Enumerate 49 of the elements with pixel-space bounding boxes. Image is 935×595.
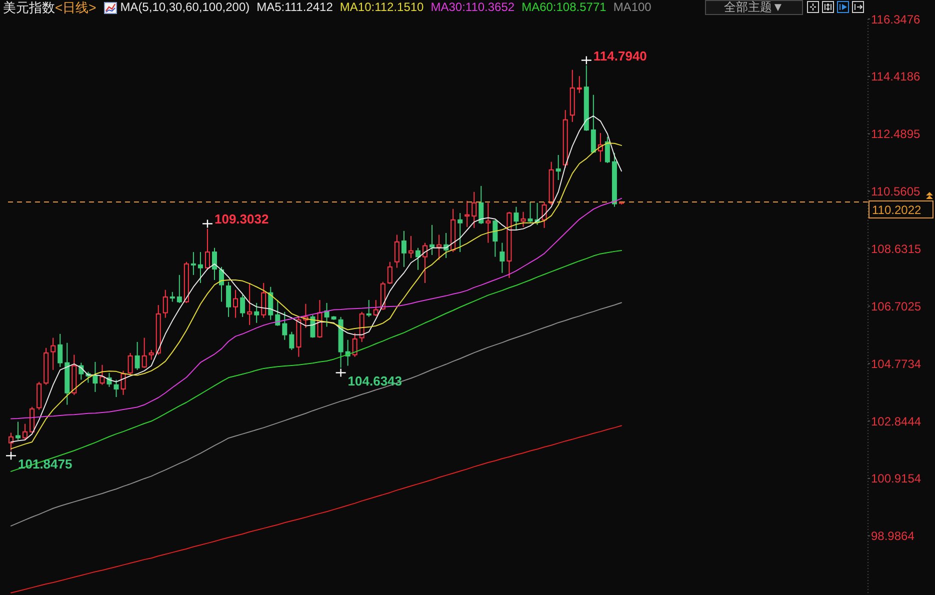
y-tick-label: 112.4895	[871, 127, 920, 142]
candlestick	[190, 252, 196, 276]
candlestick	[556, 154, 561, 180]
candlestick	[64, 342, 70, 406]
candlestick	[570, 69, 575, 122]
y-tick-label: 108.6315	[871, 242, 922, 256]
candlestick	[394, 234, 400, 268]
y-tick-label: 98.9864	[871, 529, 915, 544]
text: 全部主题▼	[705, 0, 803, 15]
ref-line-label: 110.2022	[872, 202, 922, 217]
candlestick	[436, 234, 442, 260]
candlestick	[198, 252, 203, 284]
y-tick-label: 106.7025	[871, 299, 922, 314]
text: MA100	[613, 0, 652, 15]
candlestick	[408, 235, 414, 258]
chart-subtitle: <日线>	[55, 0, 96, 15]
candlestick	[464, 200, 470, 228]
candlestick	[50, 337, 56, 370]
text: MA60:108.5771	[522, 0, 606, 15]
annotation: 109.3032	[214, 212, 269, 227]
candlestick	[162, 289, 168, 318]
legend-title: MA(5,10,30,60,100,200)	[120, 0, 250, 15]
y-tick-label: 102.8444	[871, 414, 922, 428]
annotation: 114.7940	[593, 48, 647, 64]
candlestick	[233, 289, 238, 318]
line-series	[10, 250, 622, 472]
y-tick-label: 100.9154	[871, 472, 922, 486]
text: MA30:110.3652	[430, 0, 515, 15]
candlestick	[486, 202, 491, 244]
annotation: 104.6343	[348, 374, 402, 389]
line-series	[10, 302, 622, 526]
candlestick	[247, 282, 252, 326]
candlestick	[458, 212, 463, 253]
y-tick-label: 104.7734	[871, 356, 922, 371]
line-series	[10, 425, 622, 594]
candlestick	[268, 286, 274, 320]
y-tick-label: 114.4186	[871, 70, 920, 84]
candlestick	[472, 191, 477, 228]
candlestick	[282, 311, 288, 340]
y-tick-label: 116.3476	[871, 12, 920, 26]
y-tick-label: 110.5605	[871, 184, 920, 199]
candlestick	[92, 361, 98, 392]
candlestick	[170, 291, 175, 302]
candlestick	[500, 242, 505, 274]
line-series	[10, 198, 622, 420]
text: MA5:111.2412	[256, 0, 333, 15]
chart-title: 美元指数	[3, 0, 55, 15]
candlestick	[401, 230, 406, 268]
text: MA10:112.1510	[340, 0, 424, 15]
